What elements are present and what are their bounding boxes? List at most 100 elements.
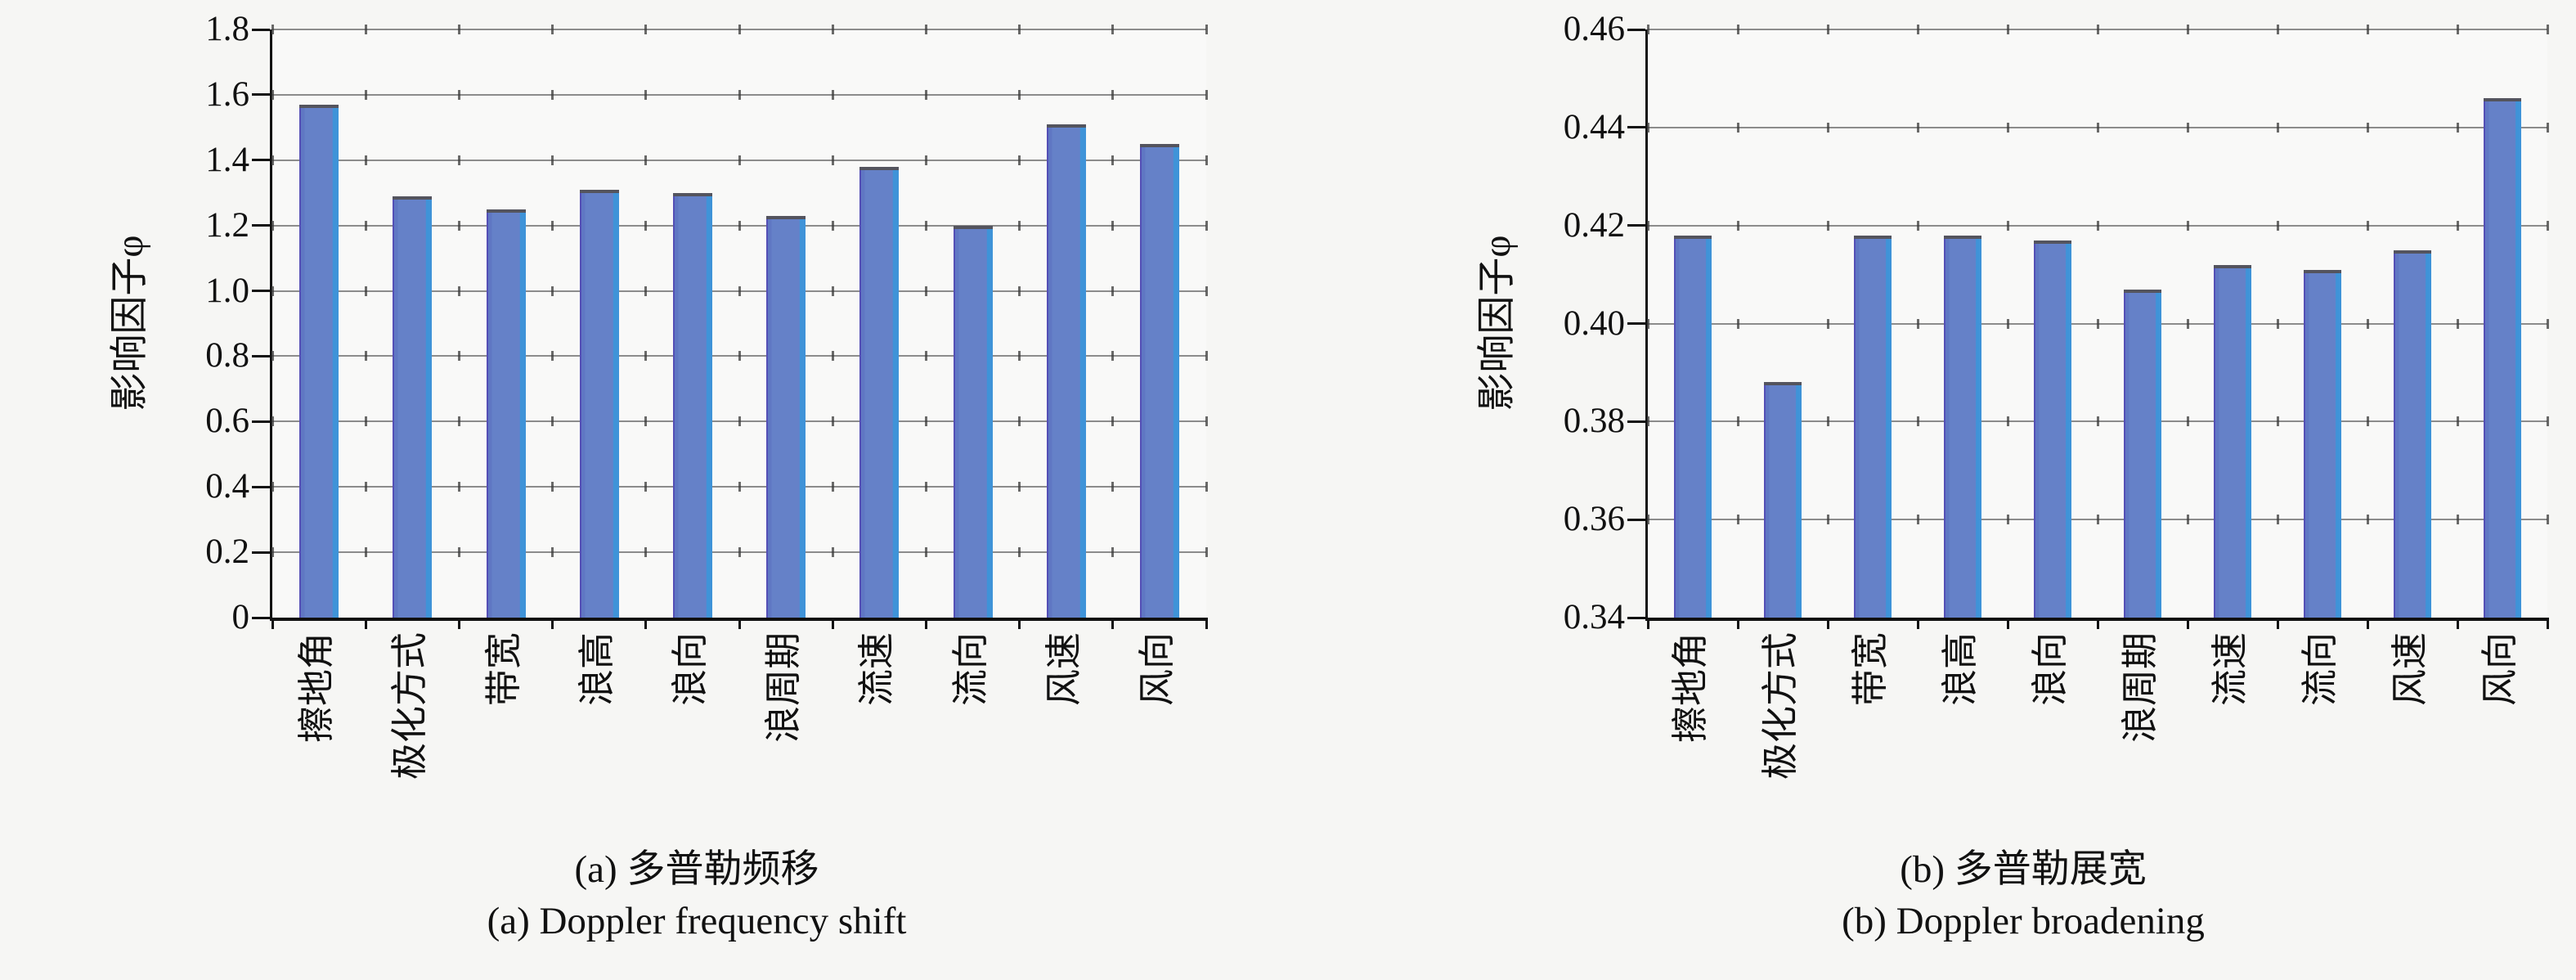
grid-cross-tick bbox=[1736, 416, 1739, 427]
grid-cross-tick bbox=[2006, 220, 2009, 231]
bar-浪高 bbox=[1944, 235, 1981, 618]
grid-cross-tick bbox=[2456, 318, 2459, 329]
grid-cross-tick bbox=[831, 547, 834, 558]
grid-cross-tick bbox=[2096, 515, 2099, 525]
grid-cross-tick bbox=[924, 220, 927, 231]
bar-极化方式 bbox=[1764, 382, 1802, 618]
grid-cross-tick bbox=[1018, 482, 1021, 492]
grid-cross-tick bbox=[1736, 25, 1739, 34]
grid-cross-tick bbox=[2546, 416, 2549, 427]
x-category-label: 流速 bbox=[2210, 632, 2251, 707]
y-axis-tick-mark bbox=[1627, 224, 1645, 227]
x-axis-tick-mark bbox=[2456, 618, 2459, 629]
x-axis-tick-mark bbox=[1826, 618, 1829, 629]
y-tick-label: 0 bbox=[231, 598, 250, 636]
x-axis-tick-mark bbox=[2276, 618, 2279, 629]
grid-cross-tick bbox=[1205, 285, 1208, 296]
grid-cross-tick bbox=[551, 89, 554, 100]
x-axis-tick-mark bbox=[1111, 618, 1115, 629]
grid-cross-tick bbox=[738, 547, 741, 558]
grid-cross-tick bbox=[2006, 515, 2009, 525]
y-tick-label: 1.0 bbox=[205, 271, 249, 310]
grid-cross-tick bbox=[271, 416, 274, 427]
grid-cross-tick bbox=[1736, 515, 1739, 525]
grid-cross-tick bbox=[1646, 220, 1649, 231]
grid-cross-tick bbox=[551, 25, 554, 34]
grid-cross-tick bbox=[2096, 220, 2099, 231]
grid-cross-tick bbox=[2186, 122, 2189, 133]
y-tick-label: 0.2 bbox=[205, 533, 249, 572]
x-category-label: 擦地角 bbox=[1670, 632, 1711, 744]
grid-cross-tick bbox=[271, 285, 274, 296]
y-axis-tick-mark bbox=[1627, 518, 1645, 521]
grid-cross-tick bbox=[1205, 25, 1208, 34]
grid-cross-tick bbox=[924, 351, 927, 362]
grid-cross-tick bbox=[2276, 122, 2279, 133]
grid-cross-tick bbox=[1111, 220, 1115, 231]
bar-带宽 bbox=[1854, 235, 1892, 618]
grid-cross-tick bbox=[364, 89, 367, 100]
grid-cross-tick bbox=[1826, 25, 1829, 34]
bar-擦地角 bbox=[1674, 235, 1712, 618]
grid-cross-tick bbox=[1646, 318, 1649, 329]
grid-cross-tick bbox=[831, 25, 834, 34]
y-tick-label: 0.8 bbox=[205, 336, 249, 375]
y-tick-label: 0.34 bbox=[1563, 598, 1625, 636]
x-category-label: 风向 bbox=[2480, 632, 2520, 707]
caption-en-b: (b) Doppler broadening bbox=[1842, 900, 2205, 942]
x-axis-tick-mark bbox=[1916, 618, 1919, 629]
grid-cross-tick bbox=[364, 155, 367, 165]
x-axis-tick-mark bbox=[2006, 618, 2009, 629]
x-axis-tick-mark bbox=[551, 618, 554, 629]
y-axis-tick-mark bbox=[1627, 322, 1645, 325]
y-tick-label: 0.38 bbox=[1563, 402, 1625, 441]
y-tick-label: 1.4 bbox=[205, 140, 249, 179]
grid-cross-tick bbox=[2456, 220, 2459, 231]
y-tick-label: 1.2 bbox=[205, 205, 249, 245]
grid-cross-tick bbox=[738, 482, 741, 492]
grid-cross-tick bbox=[924, 416, 927, 427]
x-axis-tick-mark bbox=[2186, 618, 2189, 629]
grid-cross-tick bbox=[1736, 122, 1739, 133]
grid-cross-tick bbox=[738, 285, 741, 296]
grid-cross-tick bbox=[1205, 89, 1208, 100]
bar-浪向 bbox=[672, 192, 712, 618]
grid-cross-tick bbox=[1916, 416, 1919, 427]
grid-cross-tick bbox=[1646, 515, 1649, 525]
grid-cross-tick bbox=[644, 89, 648, 100]
grid-cross-tick bbox=[644, 416, 648, 427]
x-category-label: 风速 bbox=[2390, 632, 2430, 707]
bar-极化方式 bbox=[393, 196, 433, 618]
grid-cross-tick bbox=[1018, 25, 1021, 34]
grid-cross-tick bbox=[2366, 515, 2369, 525]
plot-area-b: 0.46 0.44 0.42 0.40 0.38 0.36 0.34 bbox=[1564, 10, 2549, 636]
y-axis-tick-mark bbox=[1627, 28, 1645, 31]
grid-cross-tick bbox=[644, 285, 648, 296]
grid-cross-tick bbox=[1111, 285, 1115, 296]
grid-cross-tick bbox=[1736, 220, 1739, 231]
grid-cross-tick bbox=[924, 155, 927, 165]
grid-cross-tick bbox=[2096, 122, 2099, 133]
x-axis-tick-mark bbox=[271, 618, 274, 629]
grid-cross-tick bbox=[457, 285, 460, 296]
grid-cross-tick bbox=[644, 351, 648, 362]
grid-cross-tick bbox=[831, 285, 834, 296]
grid-cross-tick bbox=[457, 416, 460, 427]
grid-cross-tick bbox=[1826, 122, 1829, 133]
grid-cross-tick bbox=[2006, 122, 2009, 133]
grid-cross-tick bbox=[2546, 318, 2549, 329]
grid-cross-tick bbox=[1018, 220, 1021, 231]
grid-cross-tick bbox=[551, 220, 554, 231]
y-tick-label: 0.6 bbox=[205, 402, 249, 441]
grid-cross-tick bbox=[1916, 25, 1919, 34]
x-axis-tick-mark bbox=[2366, 618, 2369, 629]
x-axis-tick-mark bbox=[2096, 618, 2099, 629]
grid-cross-tick bbox=[831, 89, 834, 100]
grid-cross-tick bbox=[738, 416, 741, 427]
grid-cross-tick bbox=[1111, 482, 1115, 492]
grid-cross-tick bbox=[551, 285, 554, 296]
grid-cross-tick bbox=[644, 25, 648, 34]
grid-cross-tick bbox=[2456, 515, 2459, 525]
grid-cross-tick bbox=[2366, 220, 2369, 231]
